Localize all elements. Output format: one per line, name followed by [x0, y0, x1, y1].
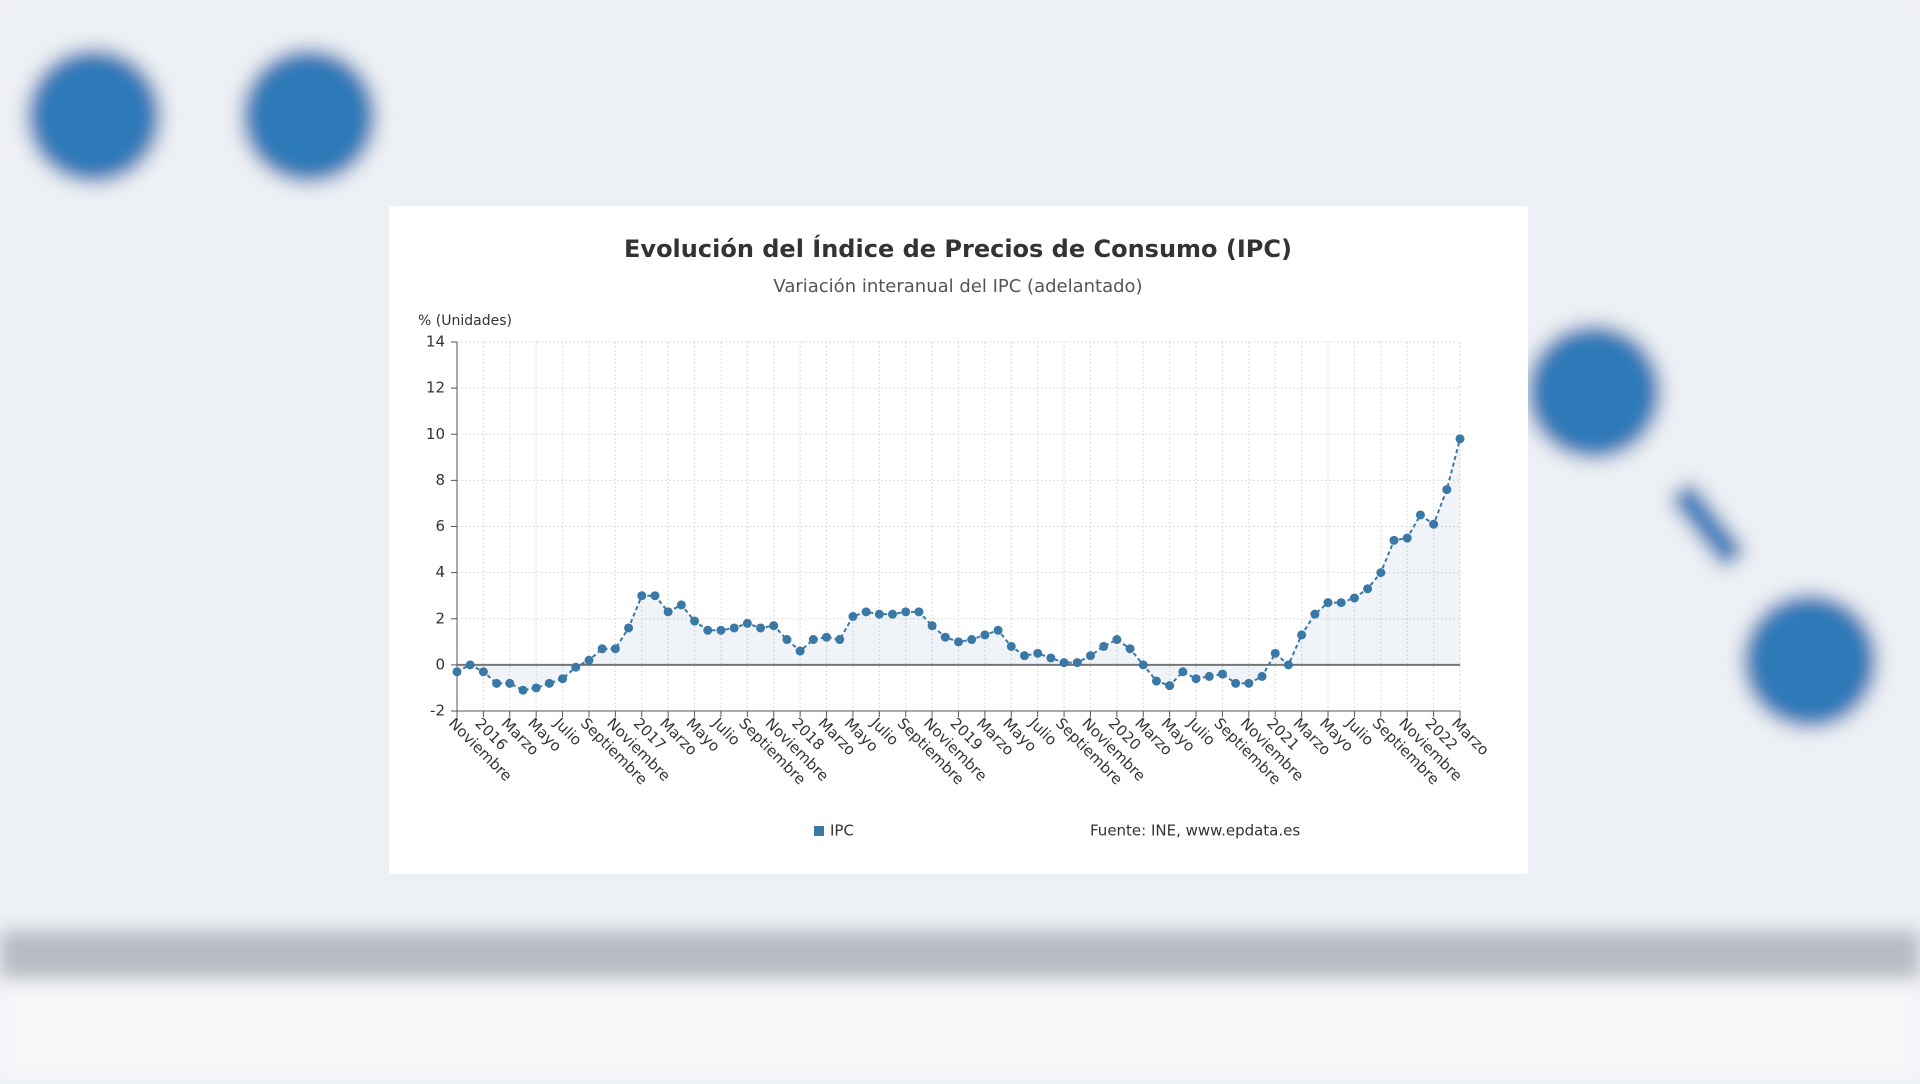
- y-tick-label: 2: [435, 609, 445, 627]
- point: [1138, 660, 1148, 670]
- point: [531, 683, 541, 693]
- point: [808, 635, 818, 645]
- point: [1415, 510, 1425, 520]
- point: [1231, 678, 1241, 688]
- point: [927, 621, 937, 631]
- chart-subtitle: Variación interanual del IPC (adelantado…: [773, 276, 1142, 297]
- point: [465, 660, 475, 670]
- point: [795, 646, 805, 656]
- point: [703, 625, 713, 635]
- point: [1336, 598, 1346, 608]
- point: [914, 607, 924, 617]
- point: [1178, 667, 1188, 677]
- point: [1244, 678, 1254, 688]
- point: [610, 644, 620, 654]
- point: [835, 635, 845, 645]
- point: [940, 632, 950, 642]
- point: [861, 607, 871, 617]
- point: [1112, 635, 1122, 645]
- point: [1191, 674, 1201, 684]
- point: [637, 591, 647, 601]
- point: [1033, 648, 1043, 658]
- y-tick-label: 0: [435, 655, 445, 673]
- point: [1323, 598, 1333, 608]
- point: [954, 637, 963, 647]
- point: [492, 678, 502, 688]
- point: [1310, 609, 1320, 619]
- point: [1151, 676, 1161, 686]
- point: [478, 667, 488, 677]
- y-tick-label: 6: [435, 517, 445, 535]
- point: [874, 609, 884, 619]
- point: [769, 621, 779, 631]
- point: [1125, 644, 1135, 654]
- y-tick-label: 4: [435, 563, 445, 581]
- point: [1059, 658, 1069, 668]
- point: [980, 630, 990, 640]
- point: [584, 655, 594, 665]
- point: [756, 623, 766, 633]
- point: [901, 607, 911, 617]
- point: [518, 685, 528, 695]
- point: [505, 678, 515, 688]
- point: [663, 607, 673, 617]
- point: [1270, 648, 1280, 658]
- point: [716, 625, 726, 635]
- point: [1085, 651, 1095, 661]
- point: [690, 616, 700, 626]
- source: Fuente: INE, www.epdata.es: [1090, 822, 1300, 840]
- point: [1019, 651, 1029, 661]
- point: [1429, 519, 1439, 529]
- point: [1349, 593, 1359, 603]
- area: [457, 438, 1460, 691]
- y-tick-label: 10: [426, 425, 445, 443]
- point: [822, 632, 832, 642]
- y-tick-label: 14: [426, 333, 445, 351]
- y-tick-label: 8: [435, 471, 445, 489]
- point: [1257, 671, 1267, 681]
- chart-title: Evolución del Índice de Precios de Consu…: [624, 234, 1292, 263]
- point: [1283, 660, 1293, 670]
- legend-swatch: [814, 826, 824, 836]
- point: [650, 591, 660, 601]
- point: [848, 611, 858, 621]
- point: [544, 678, 554, 688]
- point: [1046, 653, 1056, 663]
- point: [742, 618, 752, 628]
- point: [1072, 658, 1082, 668]
- point: [729, 623, 739, 633]
- point: [1099, 641, 1109, 651]
- point: [676, 600, 686, 610]
- point: [1389, 535, 1399, 545]
- point: [782, 635, 792, 645]
- point: [1402, 533, 1412, 543]
- point: [597, 644, 607, 654]
- point: [571, 662, 581, 672]
- point: [993, 625, 1003, 635]
- point: [1442, 485, 1452, 495]
- point: [1376, 568, 1386, 578]
- point: [1217, 669, 1227, 679]
- y-axis-label: % (Unidades): [418, 313, 512, 329]
- point: [1006, 641, 1016, 651]
- y-tick-label: -2: [430, 702, 445, 720]
- point: [888, 609, 898, 619]
- point: [1363, 584, 1373, 594]
- point: [1455, 434, 1465, 444]
- point: [967, 635, 977, 645]
- legend-label: IPC: [830, 822, 854, 840]
- point: [624, 623, 634, 633]
- point: [1204, 671, 1214, 681]
- point: [452, 667, 462, 677]
- point: [1297, 630, 1307, 640]
- y-tick-label: 12: [426, 379, 445, 397]
- point: [558, 674, 568, 684]
- point: [1165, 681, 1175, 691]
